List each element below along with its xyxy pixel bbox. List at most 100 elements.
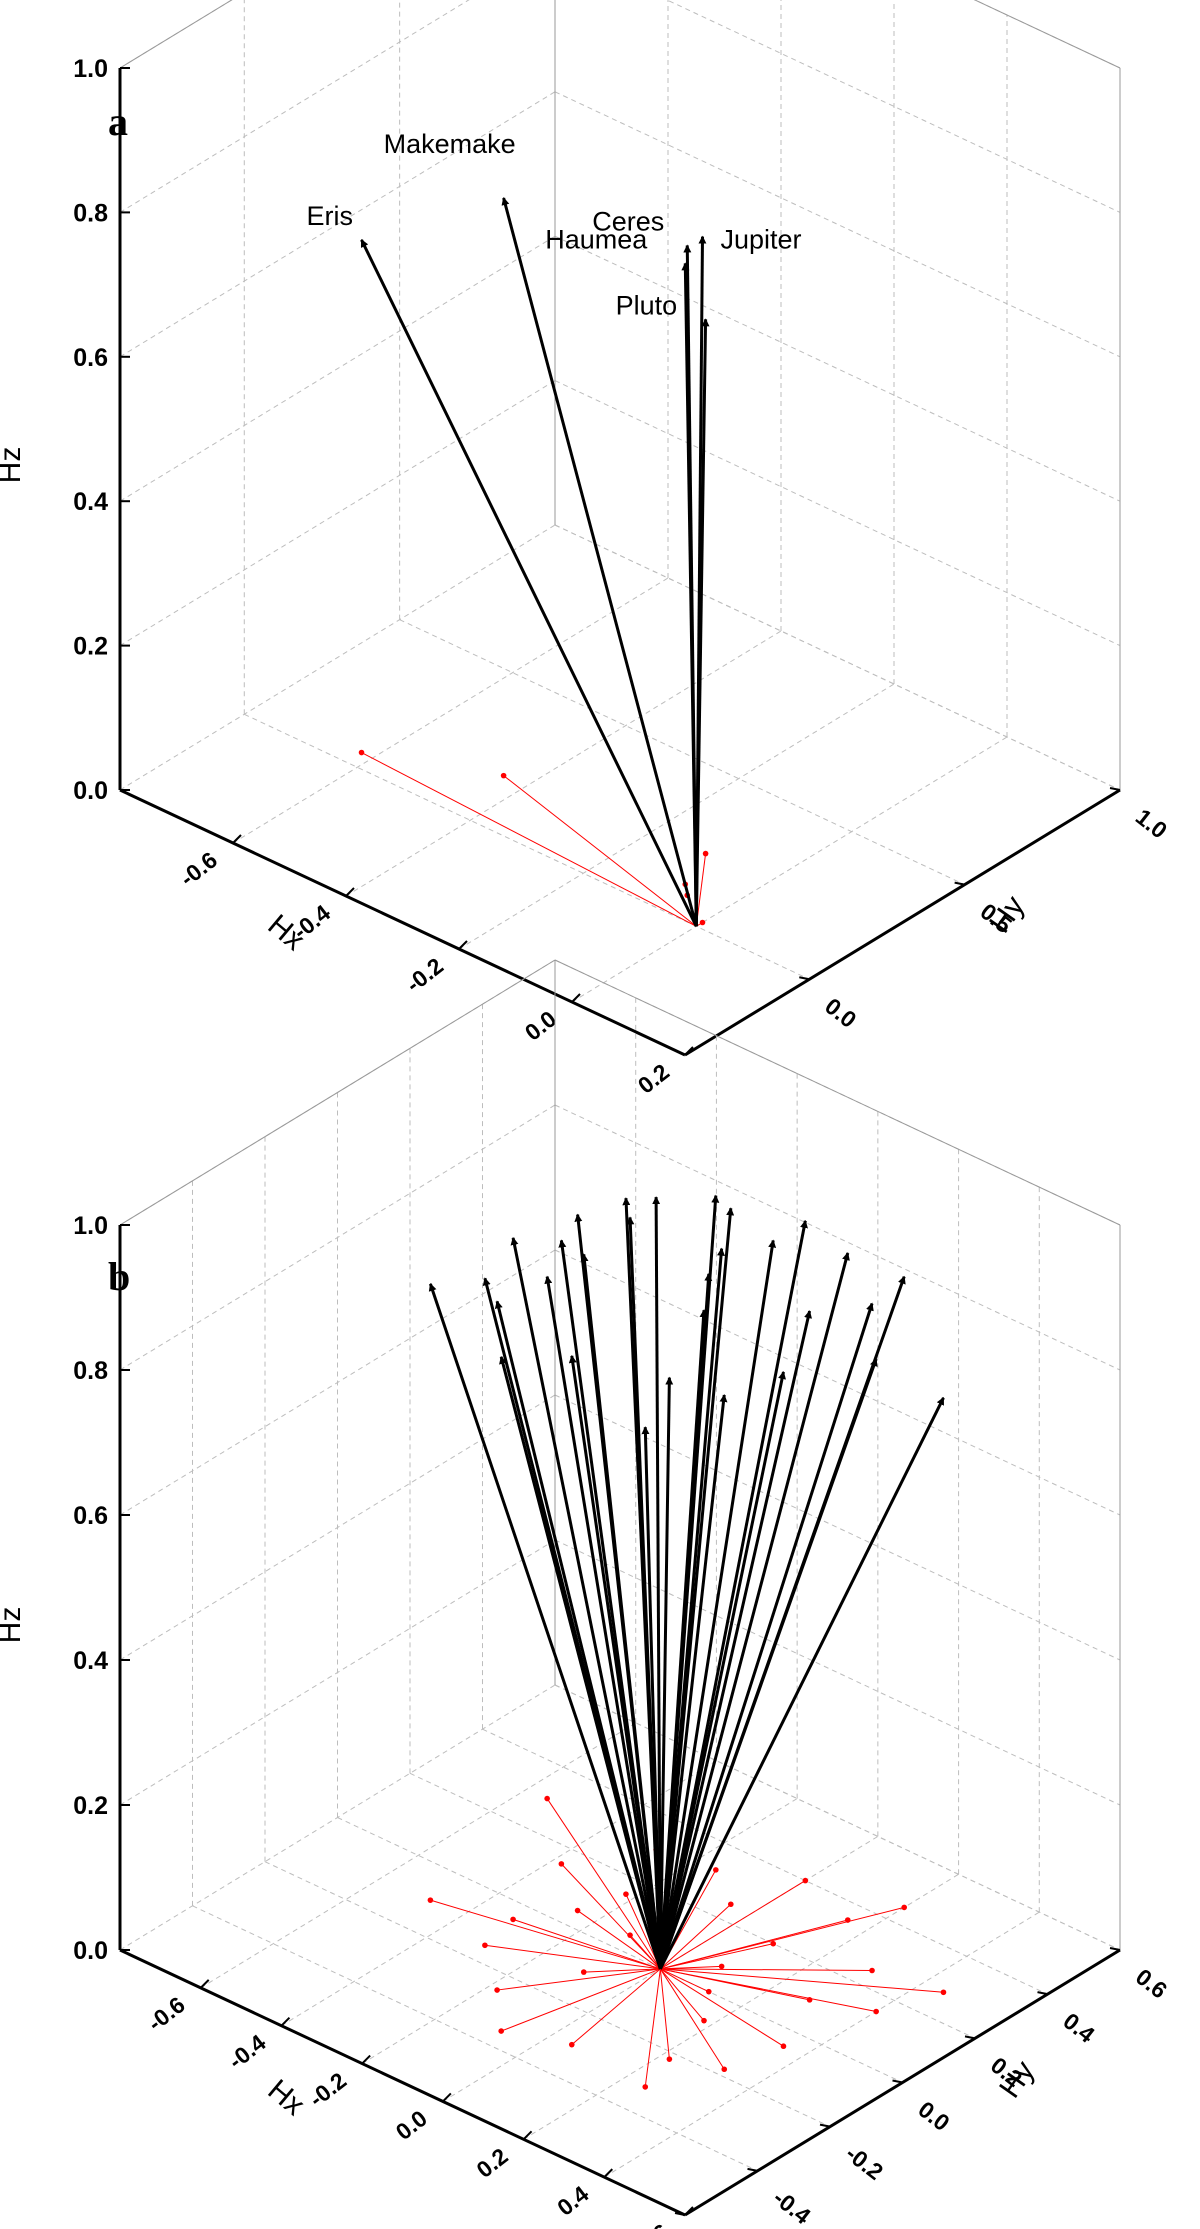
projection-line	[660, 1903, 732, 1970]
box-edge	[973, 0, 1121, 69]
x-tick-mark	[442, 2092, 452, 2103]
x-tick-mark	[603, 2168, 613, 2178]
z-axis-title: Hz	[0, 447, 27, 484]
y-tick-label: 0.0	[913, 2096, 954, 2136]
y-tick-mark	[964, 2035, 976, 2040]
x-tick-label: 0.2	[633, 1058, 674, 1098]
grid-line	[119, 91, 556, 358]
grid-line	[119, 0, 470, 213]
grid-line	[119, 1539, 556, 1806]
projection-line	[583, 1968, 661, 1973]
y-tick-label: -0.2	[841, 2140, 888, 2185]
projection-line	[659, 1968, 725, 2070]
grid-line	[554, 380, 1121, 647]
projection-point	[713, 1867, 719, 1873]
grid-line	[361, 1798, 798, 2064]
projection-line	[660, 1965, 722, 1970]
y-tick-mark	[1037, 1991, 1048, 1996]
grid-line	[119, 380, 556, 647]
box-edge	[119, 0, 233, 69]
x-tick-label: 0.0	[391, 2105, 432, 2145]
z-tick-label: 0.4	[73, 1647, 108, 1675]
grid-line	[337, 1817, 903, 2083]
projection-line	[361, 752, 697, 927]
projection-point	[666, 2056, 673, 2062]
projection-line	[660, 1906, 905, 1970]
y-tick-mark	[1109, 1947, 1121, 1951]
projection-line	[546, 1798, 661, 1970]
grid-line	[232, 577, 669, 844]
vector-arrow	[658, 1247, 726, 1970]
projection-line	[660, 1968, 873, 1972]
projection-point	[728, 1901, 734, 1908]
y-tick-label: 0.4	[1058, 2008, 1099, 2048]
x-tick-mark	[458, 940, 468, 950]
vector-arrow	[658, 1376, 674, 1969]
projection-point	[510, 1916, 516, 1923]
x-tick-label: -0.4	[223, 2029, 270, 2074]
z-tick-label: 0.8	[73, 1357, 108, 1385]
vector-arrow	[658, 1275, 906, 1970]
grid-line	[973, 0, 1121, 69]
vector-arrow	[658, 1239, 777, 1970]
vector-arrow	[360, 239, 698, 927]
projection-line	[501, 1968, 661, 2032]
projection-line	[629, 1934, 661, 1970]
vector-arrow	[574, 1213, 662, 1970]
projection-point	[869, 1967, 875, 1974]
projection-point	[940, 1989, 947, 1996]
projection-point	[482, 1942, 488, 1949]
x-tick-mark	[522, 2130, 533, 2140]
projection-line	[561, 1863, 661, 1970]
x-tick-label: -0.2	[401, 952, 448, 997]
vector-arrow	[544, 1275, 662, 1970]
vector-label: Ceres	[592, 206, 664, 236]
y-axis-line	[684, 788, 1121, 1057]
grid-line	[200, 1722, 636, 1989]
projection-line	[660, 1968, 784, 2047]
z-tick-label: 0.6	[73, 344, 108, 372]
projection-line	[430, 1899, 661, 1970]
vector-arrow	[568, 1354, 662, 1970]
projection-line	[484, 1944, 661, 1970]
grid-line	[119, 1104, 556, 1371]
grid-line	[244, 713, 810, 980]
projection-line	[503, 775, 697, 927]
y-tick-label: 1.0	[1131, 803, 1172, 843]
vector-label: Haumea	[545, 224, 648, 254]
projection-line	[660, 1880, 806, 1970]
x-tick-label: -0.2	[304, 2067, 351, 2112]
grid-lines	[119, 0, 1121, 1056]
grid-line	[571, 736, 1008, 1003]
vector-arrow	[499, 1355, 662, 1970]
z-tick-label: 0.0	[73, 777, 108, 805]
projection-point	[901, 1904, 907, 1911]
y-axis-title: Hy	[983, 890, 1031, 939]
grid-line	[458, 683, 895, 950]
box-frame	[119, 0, 1121, 1056]
vector-arrow	[428, 1282, 662, 1970]
projection-point	[642, 2084, 649, 2090]
z-tick-label: 1.0	[73, 55, 108, 83]
x-tick-label: -0.6	[175, 846, 222, 891]
projection-point	[500, 772, 507, 779]
grid-line	[554, 1104, 1121, 1371]
vector-arrow	[658, 1252, 850, 1970]
vector-arrow	[658, 1272, 713, 1970]
vector-label: Eris	[307, 201, 354, 231]
x-tick-mark	[361, 2054, 371, 2065]
x-tick-mark	[200, 1979, 210, 1989]
grid-line	[554, 235, 1121, 502]
y-tick-mark	[892, 2079, 903, 2084]
grid-line	[345, 630, 782, 897]
x-tick-mark	[684, 2206, 694, 2216]
x-axis-line	[119, 1948, 686, 2217]
x-tick-mark	[345, 887, 355, 897]
grid-line	[554, 524, 1121, 791]
projection-point	[718, 1963, 725, 1970]
vector-arrow	[494, 1300, 662, 1970]
grid-line	[665, 0, 1121, 213]
x-tick-mark	[571, 993, 581, 1003]
